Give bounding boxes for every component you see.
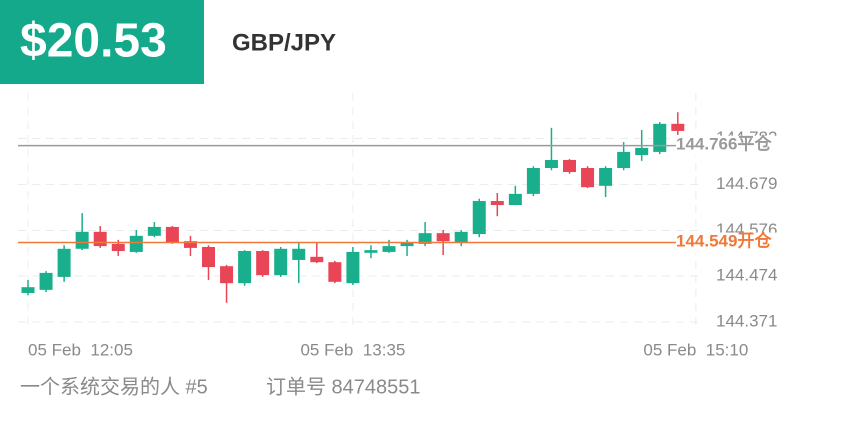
price-line-label: 144.549开仓: [676, 231, 772, 251]
candle-body: [202, 247, 215, 268]
candle-body: [671, 123, 685, 131]
price-line-value: 144.766: [676, 135, 737, 154]
profit: $20.53: [20, 15, 167, 68]
candle-body: [364, 250, 378, 253]
candle-body: [165, 226, 179, 243]
x-tick-label: 05 Feb 15:10: [643, 340, 748, 359]
candle-body: [581, 167, 595, 188]
trader: 一个系统交易的人 #5: [20, 375, 208, 398]
candle-body: [472, 201, 486, 235]
y-tick-label: 144.474: [716, 266, 777, 285]
profit-badge: [0, 0, 204, 84]
candle-body: [544, 159, 558, 168]
candle-body: [418, 233, 432, 244]
candle-body: [328, 262, 342, 282]
candle-body: [21, 287, 35, 293]
price-line-label: 144.766平仓: [676, 134, 772, 154]
candle-body: [183, 241, 197, 248]
candle-body: [75, 231, 89, 249]
candle-body: [454, 231, 468, 243]
price-line-label-bg: [676, 232, 790, 253]
symbol: GBP/JPY: [232, 29, 336, 56]
candle-body: [93, 231, 107, 247]
candle-body: [256, 251, 270, 276]
candle-body: [346, 251, 360, 284]
candle-body: [147, 226, 161, 236]
order-number: 订单号 84748551: [266, 375, 421, 398]
candle-body: [617, 151, 631, 168]
candle-body: [599, 167, 613, 186]
y-tick-label: 144.679: [716, 174, 777, 193]
candle-body: [653, 123, 667, 152]
price-line-name: 平仓: [737, 134, 772, 154]
candle-body: [526, 167, 540, 194]
candle-body: [382, 246, 396, 252]
price-line-label-bg: [676, 135, 790, 156]
candle-body: [292, 248, 306, 260]
candle-body: [57, 248, 71, 277]
candle-body: [129, 235, 143, 252]
y-tick-label: 144.371: [716, 311, 777, 330]
x-tick-label: 05 Feb 13:35: [300, 340, 405, 359]
candle-body: [238, 251, 252, 284]
candle-body: [310, 256, 324, 263]
candle-body: [111, 243, 125, 252]
candle-body: [39, 272, 53, 290]
candle-body: [490, 201, 504, 206]
candle-body: [436, 233, 450, 242]
price-line-value: 144.549: [676, 232, 737, 251]
x-tick-label: 05 Feb 12:05: [28, 340, 133, 359]
candle-body: [220, 266, 234, 284]
candle-body: [400, 242, 414, 247]
candle-body: [635, 147, 649, 156]
candle-body: [508, 193, 522, 206]
price-line-name: 开仓: [737, 231, 772, 251]
candle-body: [274, 248, 288, 276]
candle-body: [563, 159, 576, 173]
